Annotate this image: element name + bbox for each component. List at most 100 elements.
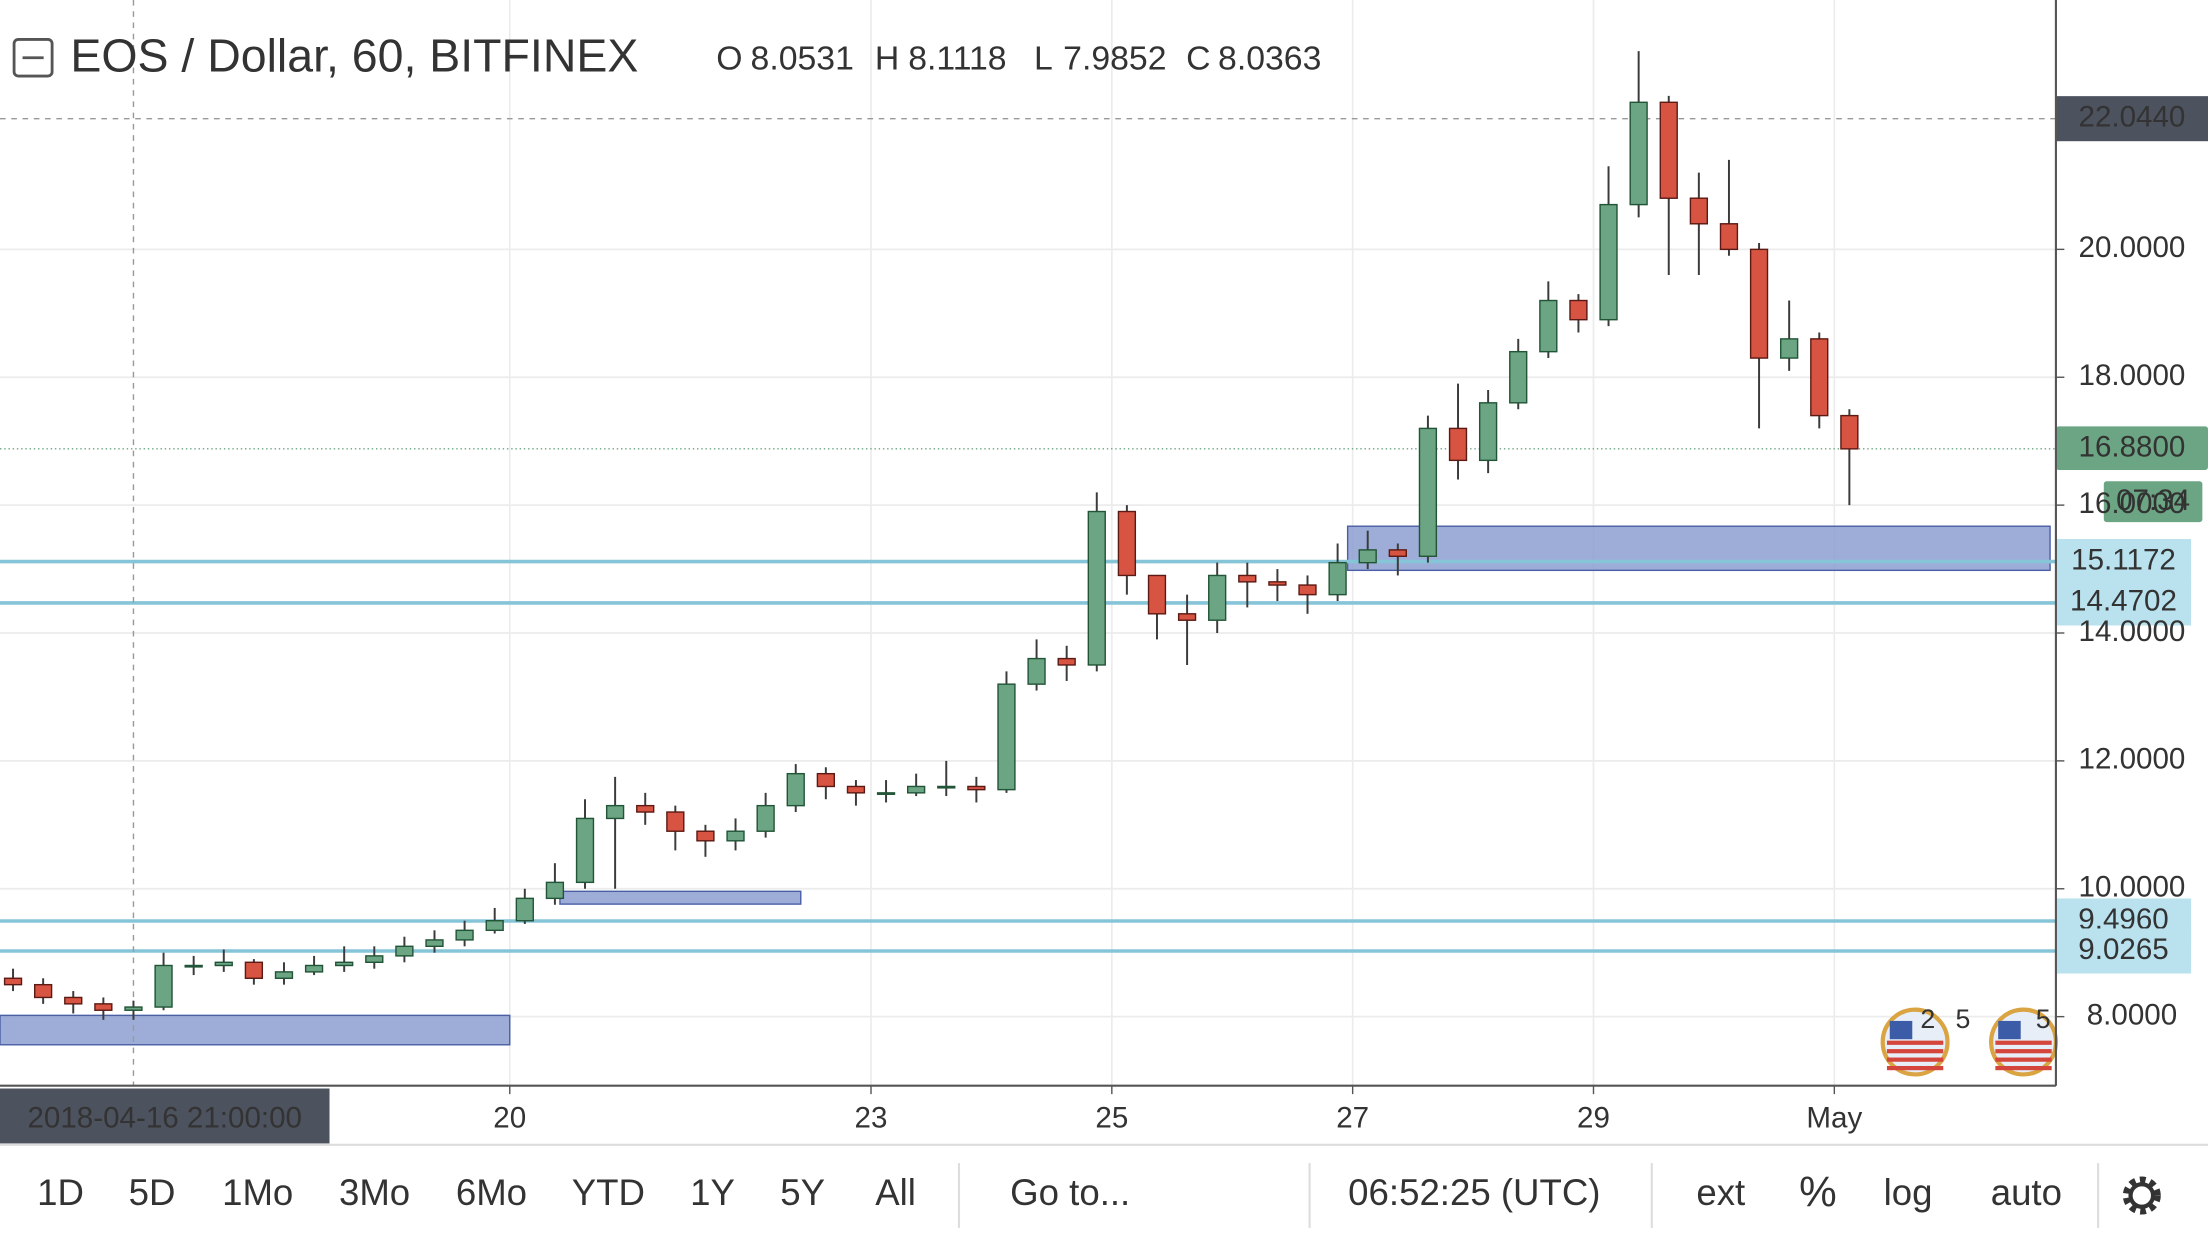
candle-body: [545, 881, 565, 900]
y-tick-label: 18.0000: [2079, 359, 2186, 392]
flag-stripe: [1886, 1049, 1944, 1054]
candle-body: [455, 929, 474, 941]
chart-title: EOS / Dollar, 60, BITFINEX: [70, 29, 638, 81]
flag-stripe: [1995, 1065, 2052, 1071]
candle-body: [3, 977, 23, 986]
settings-icon[interactable]: [2122, 1176, 2161, 1215]
candle-body: [1689, 197, 1709, 225]
candle-body: [605, 804, 625, 820]
zone: [559, 890, 802, 905]
ohlc-value: 8.0363: [1218, 39, 1321, 77]
y-tick-label: 10.0000: [2079, 871, 2186, 904]
x-tick-label: 27: [1336, 1101, 1369, 1134]
candle-body: [997, 683, 1016, 791]
scale-option[interactable]: auto: [1991, 1172, 2062, 1213]
flag-canton: [1998, 1020, 2021, 1040]
ohlc-key: L: [1034, 39, 1053, 77]
crosshair-time-box: [0, 1088, 330, 1144]
crosshair-time-label: 2018-04-16 21:00:00: [27, 1101, 302, 1134]
crosshair-price-label: 22.0440: [2079, 100, 2186, 133]
range-button[interactable]: 6Mo: [456, 1172, 527, 1213]
candle-body: [274, 971, 294, 979]
y-tick-label: 16.0000: [2079, 487, 2186, 520]
goto-button[interactable]: Go to...: [1010, 1172, 1130, 1213]
last-price-box: [2055, 426, 2208, 470]
candle-body: [786, 772, 805, 807]
candle-body: [1749, 248, 1769, 359]
candle-body: [1840, 414, 1859, 450]
candle-body: [1719, 223, 1739, 251]
candle-body: [1027, 657, 1046, 685]
flag-stripe: [1995, 1049, 2052, 1054]
range-button[interactable]: 1Y: [690, 1172, 735, 1213]
candle-body: [575, 817, 595, 884]
ohlc-value: 8.0531: [751, 39, 854, 77]
event-count: 5: [2036, 1004, 2051, 1034]
candle-body: [515, 897, 534, 922]
candle-body: [696, 830, 715, 842]
level-label: 9.0265: [2078, 933, 2168, 966]
range-button[interactable]: 1D: [37, 1172, 84, 1213]
ohlc-key: H: [875, 39, 899, 77]
candle-body: [1268, 581, 1287, 586]
range-button[interactable]: 3Mo: [339, 1172, 410, 1213]
candle-body: [184, 964, 203, 968]
candle-body: [726, 830, 745, 842]
y-tick-label: 12.0000: [2079, 743, 2186, 776]
y-tick-label: 14.0000: [2079, 615, 2186, 648]
candle-body: [1147, 574, 1167, 615]
scale-option[interactable]: %: [1799, 1169, 1837, 1216]
candle-body: [666, 811, 685, 832]
x-tick-label: 23: [855, 1101, 888, 1134]
candle-body: [846, 785, 866, 794]
collapse-icon[interactable]: [12, 38, 54, 78]
candle-body: [1388, 549, 1407, 557]
candle-body: [1238, 574, 1257, 583]
ohlc-value: 8.1118: [908, 39, 1006, 77]
candle-body: [1659, 101, 1678, 199]
candle-body: [365, 955, 384, 963]
range-button[interactable]: YTD: [572, 1172, 645, 1213]
candle-body: [1539, 299, 1558, 353]
candle-body: [1087, 510, 1106, 666]
x-tick-label: 20: [493, 1101, 526, 1134]
candle-body: [1780, 338, 1799, 359]
flag-stripe: [1886, 1057, 1944, 1062]
range-button[interactable]: 5D: [129, 1172, 176, 1213]
level-label: 15.1172: [2071, 543, 2176, 576]
candle-body: [1208, 574, 1227, 621]
candle-body: [64, 996, 83, 1005]
scale-option[interactable]: log: [1884, 1172, 1933, 1213]
zone: [1346, 525, 2051, 572]
event-count: 2: [1920, 1004, 1935, 1034]
candle-body: [1177, 613, 1197, 621]
candle-body: [214, 961, 233, 967]
candle-body: [1478, 402, 1498, 462]
candle-body: [1629, 101, 1648, 206]
range-button[interactable]: 5Y: [780, 1172, 825, 1213]
y-tick-label: 8.0000: [2087, 998, 2177, 1031]
crosshair-price-box: [2055, 96, 2208, 142]
last-price-label: 16.8800: [2079, 431, 2186, 464]
candle-body: [304, 964, 324, 973]
candle-body: [335, 961, 354, 967]
candle-body: [967, 785, 986, 791]
candle-body: [1057, 657, 1076, 666]
candle-body: [1509, 350, 1528, 404]
candle-body: [1418, 427, 1438, 557]
range-button[interactable]: All: [875, 1172, 916, 1213]
candle-body: [124, 1006, 143, 1011]
candle-body: [1810, 338, 1829, 417]
level-label: 14.4702: [2070, 585, 2177, 618]
range-button[interactable]: 1Mo: [222, 1172, 293, 1213]
zone: [0, 1014, 511, 1046]
flag-stripe: [1995, 1057, 2052, 1062]
x-tick-label: 29: [1577, 1101, 1610, 1134]
countdown-box: [2103, 481, 2203, 523]
y-tick-label: 20.0000: [2079, 231, 2186, 264]
candle-body: [1328, 561, 1347, 596]
x-tick-label: May: [1806, 1101, 1862, 1134]
scale-option[interactable]: ext: [1696, 1172, 1745, 1213]
candle-body: [1599, 203, 1618, 321]
candle-body: [937, 785, 956, 789]
